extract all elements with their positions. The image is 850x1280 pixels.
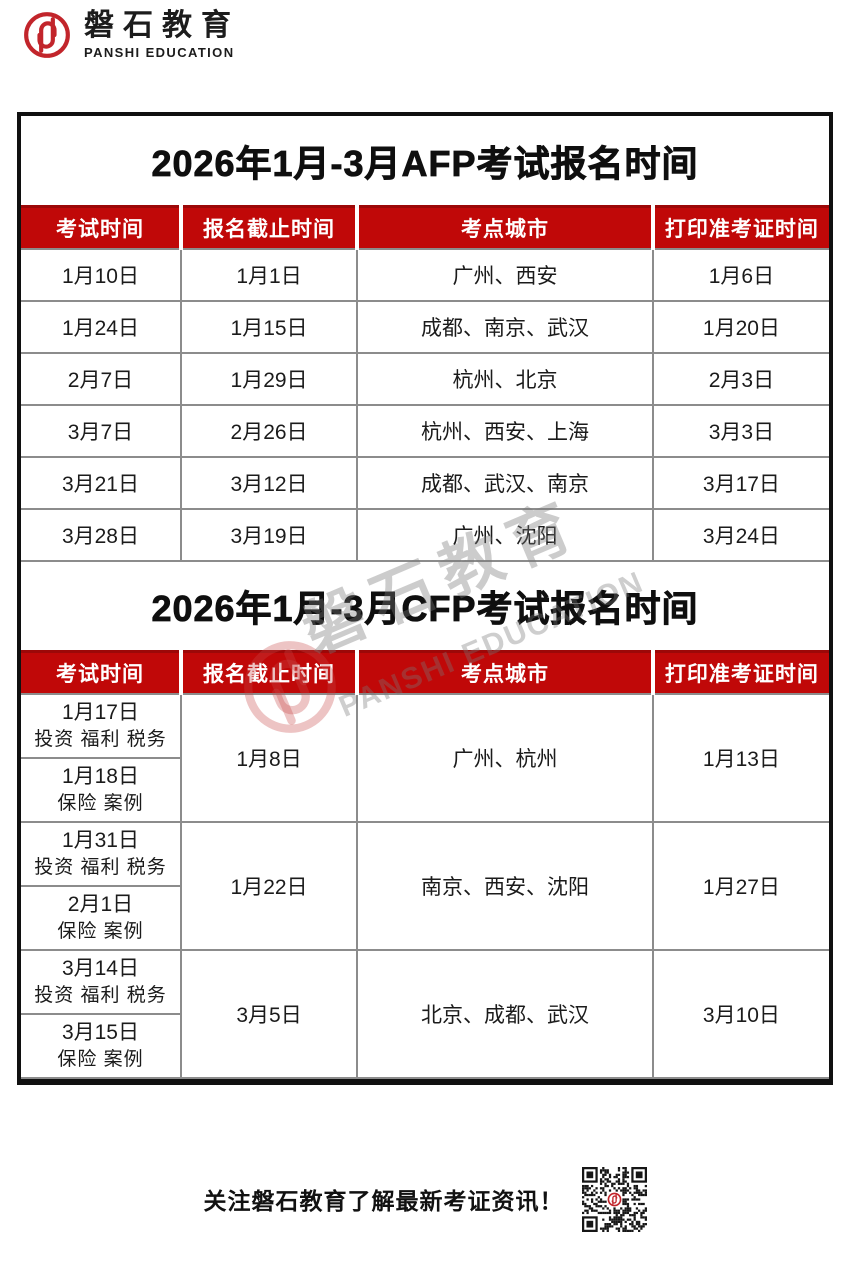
exam-date-cell: 1月18日保险 案例 [21,757,181,823]
exam-date: 3月15日 [61,1021,139,1044]
table-cell: 3月19日 [179,508,359,562]
table-cell: 3月24日 [651,508,829,562]
print-time-cell: 1月27日 [651,821,829,951]
table-row: 2月1日保险 案例 [21,885,829,951]
column-header-1: 考试时间 [21,650,181,695]
exam-date-cell: 1月17日投资 福利 税务 [21,693,182,759]
deadline-cell: 1月22日 [179,821,359,951]
schedule-frame: 2026年1月-3月AFP考试报名时间 考试时间 报名截止时间 考点城市 打印准考证时… [17,112,833,1085]
exam-subjects: 保险 案例 [57,1049,144,1071]
exam-date: 1月17日 [61,701,139,724]
exam-date-cell: 1月31日投资 福利 税务 [21,821,182,887]
brand-name-en: PANSHI EDUCATION [84,45,235,60]
table-row: 2月7日 1月29日 杭州、北京 2月3日 [21,352,829,406]
print-time-cell: 3月10日 [651,949,829,1079]
footer: 关注磐石教育了解最新考证资讯！ [0,1166,850,1232]
table-row: 3月21日 3月12日 成都、武汉、南京 3月17日 [21,456,829,510]
table-cell: 3月12日 [179,456,359,510]
table-row: 1月17日 投资 福利 税务 1月8日 广州、杭州 1月13日 [21,693,829,823]
table-cell: 3月21日 [21,456,182,510]
cities-cell: 广州、杭州 [356,693,654,823]
table-row: 1月10日 1月1日 广州、西安 1月6日 [21,248,829,302]
table-cell: 1月1日 [179,248,359,302]
table-row: 3月28日 3月19日 广州、沈阳 3月24日 [21,508,829,562]
cfp-header-row: 考试时间 报名截止时间 考点城市 打印准考证时间 [21,650,829,695]
footer-cta-text: 关注磐石教育了解最新考证资讯！ [203,1188,564,1214]
column-header-4: 打印准考证时间 [650,650,829,695]
brand-name-cn: 磐石教育 [84,9,240,42]
table-cell: 1月29日 [179,352,359,406]
exam-date-cell: 3月14日投资 福利 税务 [21,949,182,1015]
table-cell: 1月20日 [651,300,829,354]
afp-header-row: 考试时间 报名截止时间 考点城市 打印准考证时间 [21,205,829,250]
exam-date-cell: 3月15日保险 案例 [21,1013,181,1079]
column-header-3: 考点城市 [355,650,653,695]
table-row: 3月15日保险 案例 [21,1013,829,1079]
exam-date: 3月14日 [61,957,139,980]
exam-date: 1月31日 [61,829,139,852]
column-header-1: 考试时间 [21,205,181,250]
exam-subjects: 投资 福利 税务 [34,857,167,879]
table-cell: 3月17日 [651,456,829,510]
cities-cell: 北京、成都、武汉 [356,949,654,1079]
deadline-cell: 3月5日 [179,949,359,1079]
table-cell: 3月3日 [651,404,829,458]
exam-subjects: 投资 福利 税务 [34,985,167,1007]
table-row: 1月24日 1月15日 成都、南京、武汉 1月20日 [21,300,829,354]
column-header-4: 打印准考证时间 [650,205,829,250]
table-row: 3月14日 投资 福利 税务 3月5日 北京、成都、武汉 3月10日 [21,949,829,1079]
afp-section-title: 2026年1月-3月AFP考试报名时间 [151,142,699,184]
table-row: 1月31日 投资 福利 税务 1月22日 南京、西安、沈阳 1月27日 [21,821,829,951]
cfp-table: 考试时间 报名截止时间 考点城市 打印准考证时间 1月17日 投资 福利 税务 1月8日广… [21,650,829,1079]
cities-cell: 南京、西安、沈阳 [356,821,654,951]
table-cell: 广州、沈阳 [356,508,654,562]
deadline-cell: 1月8日 [179,693,359,823]
table-cell: 2月7日 [21,352,182,406]
exam-subjects: 投资 福利 税务 [34,729,167,751]
table-cell: 成都、武汉、南京 [356,456,654,510]
table-cell: 3月28日 [21,508,182,562]
table-cell: 1月10日 [21,248,182,302]
table-cell: 1月6日 [651,248,829,302]
table-cell: 杭州、北京 [356,352,654,406]
table-cell: 杭州、西安、上海 [356,404,654,458]
table-cell: 1月15日 [179,300,359,354]
table-cell: 成都、南京、武汉 [356,300,654,354]
qr-code [581,1166,647,1232]
cfp-section-title: 2026年1月-3月CFP考试报名时间 [151,588,699,630]
table-cell: 广州、西安 [356,248,654,302]
exam-date: 1月18日 [61,765,139,788]
table-row: 3月7日 2月26日 杭州、西安、上海 3月3日 [21,404,829,458]
table-row: 1月18日保险 案例 [21,757,829,823]
exam-date-cell: 2月1日保险 案例 [21,885,181,951]
afp-table: 考试时间 报名截止时间 考点城市 打印准考证时间 1月10日 1月1日 广州、西安 1月6日… [21,205,829,562]
table-cell: 2月26日 [179,404,359,458]
column-header-3: 考点城市 [355,205,653,250]
column-header-2: 报名截止时间 [178,650,358,695]
exam-subjects: 保险 案例 [57,793,144,815]
print-time-cell: 1月13日 [651,693,829,823]
exam-subjects: 保险 案例 [57,921,144,943]
table-cell: 3月7日 [21,404,182,458]
exam-date: 2月1日 [67,893,134,916]
table-cell: 2月3日 [651,352,829,406]
brand-logo-icon [24,12,70,58]
column-header-2: 报名截止时间 [178,205,358,250]
brand-header: 磐石教育 PANSHI EDUCATION [22,10,240,60]
table-cell: 1月24日 [21,300,182,354]
